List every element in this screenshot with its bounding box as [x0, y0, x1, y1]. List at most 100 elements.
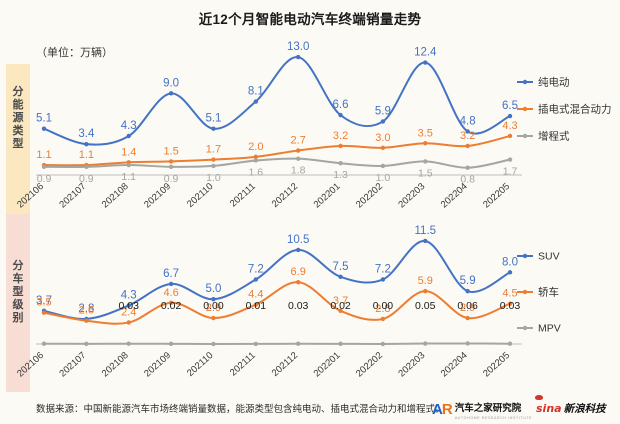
data-label: 8.1 [248, 86, 264, 98]
data-label: 0.01 [246, 300, 267, 312]
data-label: 3.5 [418, 127, 433, 139]
x-axis-tick-label: 202202 [354, 181, 385, 210]
sina-logo: sina 新浪科技 [535, 395, 606, 417]
data-label: 7.2 [375, 263, 391, 275]
x-axis-tick-label: 202107 [57, 350, 88, 379]
data-label: 4.6 [163, 287, 178, 299]
data-label: 2.6 [79, 305, 94, 317]
data-label: 1.3 [333, 169, 348, 181]
data-label: 3.7 [36, 295, 52, 307]
x-axis-tick-label: 202109 [142, 181, 173, 210]
footer: 数据来源：中国新能源汽车市场终端销量数据，能源类型包含纯电动、插电式混合动力和增… [0, 395, 620, 424]
autohome-logo-text: 汽车之家研究院 [454, 403, 522, 414]
data-label: 2.4 [121, 306, 136, 318]
data-label: 5.1 [205, 113, 221, 125]
vehicle-class-chart: 3.7 2.8 4.3 6.7 5.0 7.2 10.5 7.5 7.2 11.5 5.9 8.0 3.… [15, 214, 620, 392]
data-label: 6.7 [163, 268, 179, 280]
x-axis-tick-label: 202110 [185, 181, 215, 210]
data-label: 2.7 [291, 135, 306, 147]
data-label: 0.06 [457, 300, 478, 312]
page-title: 近12个月智能电动汽车终端销量走势 [198, 12, 422, 27]
x-axis-tick-label: 202111 [228, 350, 258, 378]
data-label: 1.1 [121, 171, 136, 183]
data-label: 5.9 [418, 275, 433, 287]
data-label: 11.5 [415, 225, 437, 237]
data-label: 0.03 [119, 300, 140, 312]
data-label: 5.9 [375, 105, 391, 117]
data-label: 0.9 [164, 173, 179, 185]
data-label: 6.9 [291, 266, 306, 278]
x-axis-tick-label: 202201 [312, 181, 343, 210]
data-label: 2.0 [248, 141, 263, 153]
x-axis-tick-label: 202111 [228, 181, 258, 209]
legend-label: MPV [538, 323, 561, 335]
data-label: 1.5 [163, 145, 178, 157]
x-axis-tick-label: 202204 [439, 350, 470, 379]
data-label: 1.1 [79, 149, 94, 161]
data-label: 4.3 [121, 289, 137, 301]
x-axis-tick-label: 202107 [57, 181, 88, 210]
data-label: 10.5 [287, 234, 309, 246]
data-label: 1.6 [249, 166, 264, 178]
x-axis-tick-label: 202112 [270, 181, 300, 210]
autohome-mark-icon: AR [432, 400, 453, 418]
data-label: 2.8 [375, 303, 390, 315]
data-label: 7.5 [333, 261, 349, 273]
data-label: 5.1 [36, 113, 52, 125]
data-label: 7.2 [248, 263, 264, 275]
data-label: 1.5 [418, 167, 433, 179]
data-label: 0.05 [415, 300, 436, 312]
sidebar-band-energy-type: 分能源类型 [6, 64, 30, 214]
data-label: 2.9 [460, 302, 475, 314]
data-label: 6.6 [333, 99, 349, 111]
data-label: 3.5 [36, 297, 51, 309]
data-label: 13.0 [287, 41, 309, 53]
data-label: 3.2 [333, 130, 348, 142]
x-axis-tick-label: 202205 [481, 181, 512, 210]
unit-note: （单位：万辆） [36, 47, 113, 59]
legend-label: 增程式 [538, 130, 570, 143]
data-label: 0.02 [161, 300, 182, 312]
data-label: 12.4 [414, 47, 437, 59]
data-label: 1.1 [36, 149, 51, 161]
sidebar-band-energy-type-label: 分能源类型 [12, 86, 24, 150]
sina-eye-icon [535, 395, 543, 400]
legend-label: 轿车 [538, 286, 559, 299]
data-label: 4.3 [502, 120, 517, 132]
data-label: 2.9 [206, 302, 221, 314]
footer-note: 数据来源：中国新能源汽车市场终端销量数据，能源类型包含纯电动、插电式混合动力和增… [36, 404, 445, 415]
energy-type-chart: 5.1 3.4 4.3 9.0 5.1 8.1 13.0 6.6 5.9 12.4 4.8 6.5 1.… [15, 30, 620, 220]
x-axis-tick-label: 202203 [396, 350, 427, 379]
data-label: 0.03 [288, 300, 309, 312]
data-label: 0.00 [373, 300, 394, 312]
data-label: 4.8 [460, 115, 476, 127]
x-axis-tick-label: 202201 [312, 350, 343, 379]
data-label: 3.4 [78, 128, 95, 140]
data-label: 2.8 [78, 303, 94, 315]
data-label: 4.4 [248, 289, 263, 301]
data-label: 3.2 [460, 130, 475, 142]
x-axis-tick-label: 202108 [100, 350, 131, 379]
data-label: 6.5 [502, 100, 518, 112]
autohome-logo: AR 汽车之家研究院 AUTOHOME RESEARCH INSTITUTE [432, 398, 533, 421]
data-label: 1.7 [503, 166, 518, 178]
sidebar-band-vehicle-class: 分车型级别 [6, 214, 30, 392]
data-label: 3.7 [333, 295, 348, 307]
x-axis-tick-label: 202112 [270, 350, 300, 379]
autohome-logo-subtext: AUTOHOME RESEARCH INSTITUTE [454, 416, 533, 420]
data-label: 0.03 [500, 300, 521, 312]
x-axis-tick-label: 202202 [354, 350, 385, 379]
data-label: 0.9 [79, 173, 94, 185]
data-label: 9.0 [163, 77, 179, 89]
data-label: 5.0 [205, 283, 221, 295]
x-axis-tick-label: 202110 [185, 350, 215, 379]
x-axis-tick-label: 202203 [396, 181, 427, 210]
x-axis-tick-label: 202205 [481, 350, 512, 379]
sina-logo-text: 新浪科技 [563, 402, 606, 415]
data-label: 3.0 [375, 132, 390, 144]
data-label: 0.00 [203, 300, 224, 312]
data-label: 0.8 [460, 174, 475, 186]
data-label: 1.8 [291, 165, 306, 177]
data-label: 8.0 [502, 256, 518, 268]
